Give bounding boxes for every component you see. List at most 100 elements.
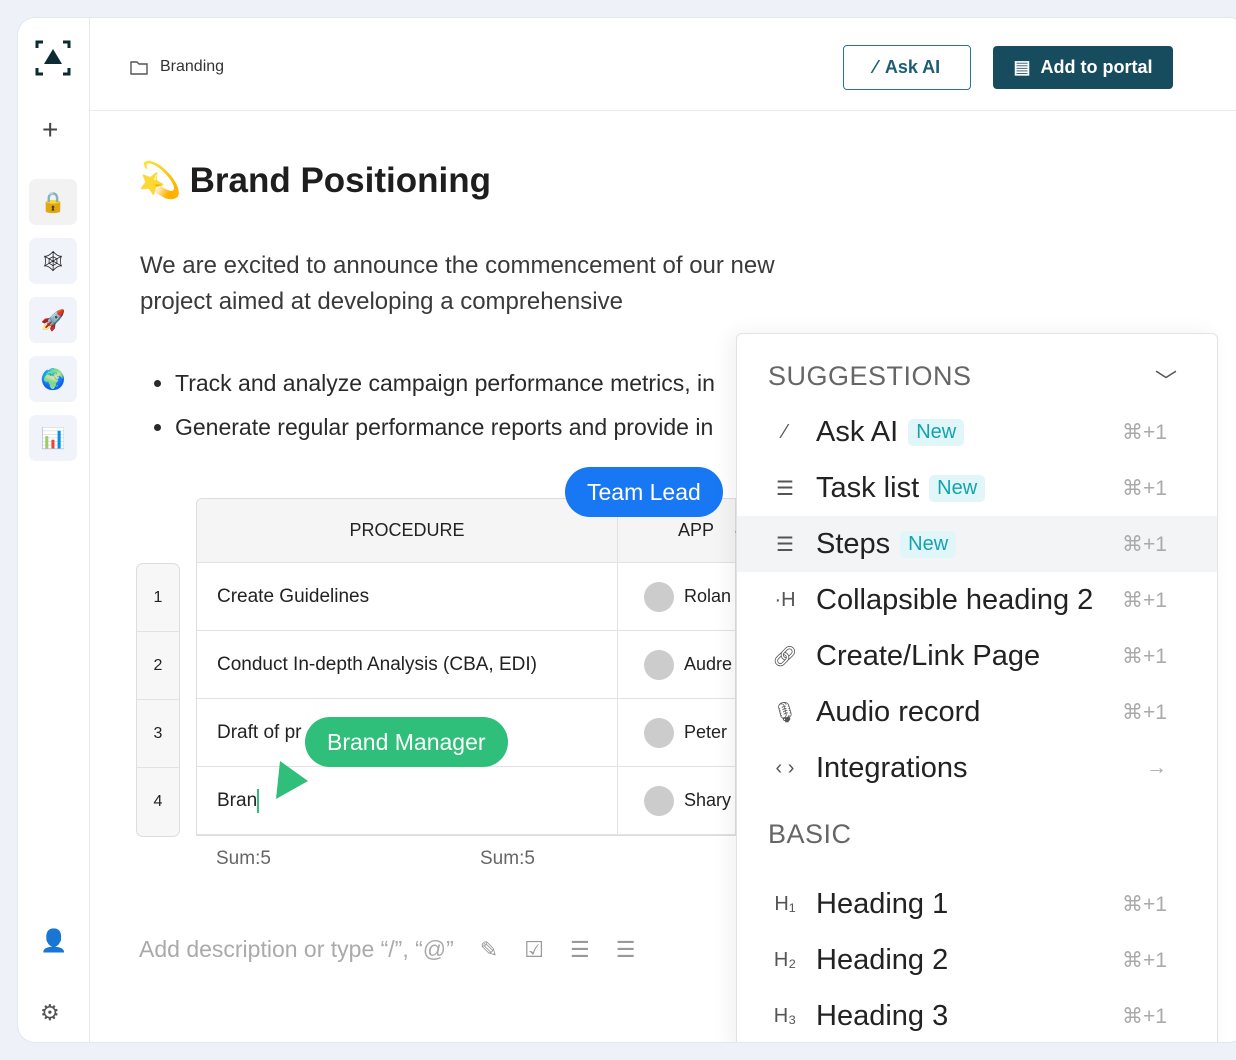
new-badge: New xyxy=(900,530,957,558)
task-list-icon: ☰ xyxy=(776,477,794,500)
ask-ai-button[interactable]: ⁄ Ask AI xyxy=(843,45,971,90)
procedure-table: PROCEDURE APP Create Guidelines Rolan Con… xyxy=(196,498,736,836)
menu-item-create-link-page[interactable]: 🔗︎ Create/Link Page ⌘+1 xyxy=(737,628,1217,684)
intro-paragraph[interactable]: We are excited to announce the commencem… xyxy=(140,252,775,315)
shortcut: ⌘+1 xyxy=(1122,476,1167,500)
item-label: Heading 2 xyxy=(816,943,949,976)
slash-command-menu: SUGGESTIONS ﹀ ⁄ Ask AI New ⌘+1 ☰ Task list Ne… xyxy=(736,333,1218,1042)
menu-item-integrations[interactable]: ‹ › Integrations → xyxy=(737,740,1217,796)
avatar xyxy=(644,649,674,680)
menu-item-audio-record[interactable]: 🎙︎ Audio record ⌘+1 xyxy=(737,684,1217,740)
shortcut: ⌘+1 xyxy=(1122,420,1167,444)
table-header: PROCEDURE APP xyxy=(197,499,735,563)
avatar xyxy=(644,581,674,612)
sum-app: Sum:5 xyxy=(480,848,535,869)
item-label: Create/Link Page xyxy=(816,639,1041,672)
breadcrumb[interactable]: Branding xyxy=(130,58,224,76)
row-number[interactable]: 1 xyxy=(137,564,179,632)
text-caret xyxy=(257,788,260,813)
menu-item-steps[interactable]: ☰ Steps New ⌘+1 xyxy=(737,516,1217,572)
microphone-icon: 🎙︎ xyxy=(772,701,798,724)
lock-icon[interactable]: 🔒 xyxy=(29,179,77,225)
menu-item-ask-ai[interactable]: ⁄ Ask AI New ⌘+1 xyxy=(737,404,1217,460)
bullet-list-icon[interactable]: ☰ xyxy=(615,936,636,962)
sidebar: + 🔒 🕸 🚀 🌍 📊 👤 ⚙ xyxy=(18,18,90,1042)
h3-icon: H₃ xyxy=(773,1004,797,1027)
item-label: Integrations xyxy=(816,751,968,784)
row-number[interactable]: 3 xyxy=(137,700,179,768)
globe-search-icon[interactable]: 🌍 xyxy=(29,356,77,402)
presentation-icon[interactable]: 📊 xyxy=(29,415,77,461)
person-cell[interactable]: Audre xyxy=(618,631,735,698)
table-row: Draft of pr Peter xyxy=(197,699,735,767)
row-number-column: 1 2 3 4 xyxy=(136,563,180,837)
person-name: Shary xyxy=(684,790,732,810)
magic-wand-icon[interactable]: ✎ xyxy=(479,936,499,962)
shortcut: ⌘+1 xyxy=(1122,700,1167,724)
procedure-cell[interactable]: Conduct In-depth Analysis (CBA, EDI) xyxy=(197,631,618,698)
row-number[interactable]: 4 xyxy=(153,793,163,810)
shortcut: ⌘+1 xyxy=(1122,948,1167,972)
avatar xyxy=(644,785,674,816)
column-header-app[interactable]: APP xyxy=(678,520,715,540)
menu-item-heading-3[interactable]: H₃ Heading 3 ⌘+1 xyxy=(737,988,1217,1042)
gear-icon[interactable]: ⚙ xyxy=(40,1000,60,1025)
description-placeholder: Add description or type “/”, “@” xyxy=(139,936,454,962)
checkbox-icon[interactable]: ☑ xyxy=(524,936,544,962)
menu-item-heading-1[interactable]: H₁ Heading 1 ⌘+1 xyxy=(737,876,1217,932)
brand-manager-cursor-label: Brand Manager xyxy=(305,717,508,767)
add-user-icon[interactable]: 👤 xyxy=(40,928,68,953)
add-to-portal-label: Add to portal xyxy=(1040,57,1153,77)
column-header-procedure[interactable]: PROCEDURE xyxy=(197,499,618,562)
description-input[interactable]: Add description or type “/”, “@” ✎ ☑ ☰ ☰ xyxy=(139,936,635,963)
cell-text: Bran xyxy=(217,789,258,811)
collapsible-heading-icon: ·H xyxy=(774,588,796,611)
ask-ai-label: Ask AI xyxy=(884,57,941,77)
network-icon[interactable]: 🕸 xyxy=(29,238,77,284)
page-title[interactable]: 💫 Brand Positioning xyxy=(138,160,491,201)
menu-item-collapsible-heading[interactable]: ·H Collapsible heading 2 ⌘+1 xyxy=(737,572,1217,628)
person-cell[interactable]: Rolan xyxy=(618,563,735,630)
new-badge: New xyxy=(929,474,986,502)
logo-icon[interactable] xyxy=(35,40,71,76)
menu-item-task-list[interactable]: ☰ Task list New ⌘+1 xyxy=(737,460,1217,516)
chevron-down-icon[interactable]: ﹀ xyxy=(1154,369,1177,394)
item-label: Heading 3 xyxy=(816,999,949,1032)
rocket-icon[interactable]: 🚀 xyxy=(29,297,77,343)
arrow-right-icon: → xyxy=(1146,756,1167,779)
link-icon: 🔗︎ xyxy=(772,645,798,668)
item-label: Steps xyxy=(816,527,891,560)
suggestions-heading: SUGGESTIONS xyxy=(768,361,972,391)
shortcut: ⌘+1 xyxy=(1122,588,1167,612)
basic-heading: BASIC xyxy=(768,819,852,849)
sum-procedure: Sum:5 xyxy=(216,848,271,869)
bullet-item[interactable]: Generate regular performance reports and… xyxy=(175,405,715,449)
procedure-cell[interactable]: Draft of pr xyxy=(197,699,618,766)
magic-wand-icon: ⁄ xyxy=(783,420,787,443)
procedure-cell-editing[interactable]: Bran xyxy=(197,767,618,834)
procedure-cell[interactable]: Create Guidelines xyxy=(197,563,618,630)
shortcut: ⌘+1 xyxy=(1122,1004,1167,1028)
add-to-portal-button[interactable]: ▤ Add to portal xyxy=(993,46,1173,89)
bullet-item[interactable]: Track and analyze campaign performance m… xyxy=(175,361,715,405)
portal-icon: ▤ xyxy=(1013,57,1031,77)
person-name: Rolan xyxy=(684,586,732,606)
code-icon: ‹ › xyxy=(775,756,795,779)
item-label: Heading 1 xyxy=(816,887,949,920)
item-label: Collapsible heading 2 xyxy=(816,583,1094,616)
person-cell[interactable]: Shary xyxy=(618,767,735,834)
folder-icon xyxy=(130,60,148,75)
item-label: Task list xyxy=(816,471,920,504)
numbered-list-icon[interactable]: ☰ xyxy=(569,936,590,962)
person-cell[interactable]: Peter xyxy=(618,699,735,766)
header: Branding ⁄ Ask AI ▤ Add to portal xyxy=(90,18,1236,111)
menu-item-heading-2[interactable]: H₂ Heading 2 ⌘+1 xyxy=(737,932,1217,988)
table-row: Create Guidelines Rolan xyxy=(197,563,735,631)
item-label: Audio record xyxy=(816,695,981,728)
row-number[interactable]: 2 xyxy=(137,632,179,700)
shortcut: ⌘+1 xyxy=(1122,644,1167,668)
new-badge: New xyxy=(908,418,965,446)
avatar xyxy=(644,717,674,748)
add-icon[interactable]: + xyxy=(42,114,59,145)
brand-manager-cursor-icon xyxy=(276,761,308,799)
